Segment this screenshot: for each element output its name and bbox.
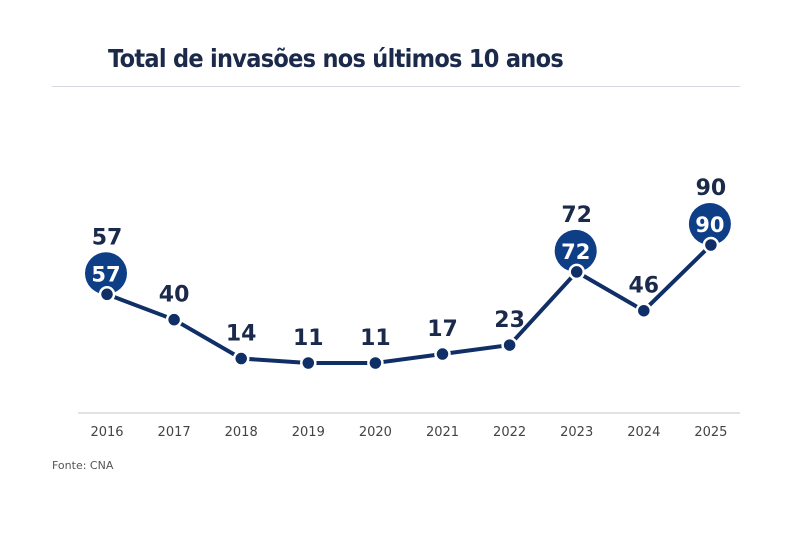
data-point <box>300 354 317 372</box>
x-tick-label: 2018 <box>225 425 258 440</box>
data-label: 57 <box>92 225 123 250</box>
data-label: 72 <box>561 203 592 228</box>
data-label: 14 <box>226 322 257 347</box>
highlight-bubble <box>688 203 731 245</box>
data-point <box>568 263 585 281</box>
x-tick-label: 2016 <box>90 425 123 440</box>
x-tick-label: 2023 <box>560 425 593 440</box>
data-label: 90 <box>696 176 727 201</box>
highlight-bubble-label: 72 <box>561 240 590 264</box>
highlight-bubble-label: 57 <box>91 262 120 286</box>
x-tick-label: 2019 <box>292 425 325 440</box>
data-point <box>501 336 518 354</box>
x-tick-label: 2022 <box>493 425 526 440</box>
source-note: Fonte: CNA <box>52 459 114 472</box>
data-point <box>98 286 116 303</box>
data-label: 11 <box>293 326 324 351</box>
chart-title: Total de invasões nos últimos 10 anos <box>108 44 564 73</box>
data-point <box>635 302 653 319</box>
data-point <box>232 350 250 367</box>
highlight-bubble <box>554 229 597 272</box>
data-point <box>702 236 720 254</box>
series-line <box>106 243 713 365</box>
data-label: 46 <box>628 274 659 299</box>
x-tick-label: 2025 <box>694 425 727 440</box>
x-tick-label: 2020 <box>359 425 392 440</box>
data-label: 40 <box>159 283 190 308</box>
highlight-bubble-label: 90 <box>695 213 724 237</box>
x-tick-label: 2021 <box>426 425 459 440</box>
title-divider <box>52 86 740 87</box>
data-label: 11 <box>360 326 391 351</box>
x-tick-label: 2024 <box>627 425 660 440</box>
highlight-bubble <box>85 252 127 295</box>
x-tick-label: 2017 <box>158 425 191 440</box>
data-point <box>165 311 183 328</box>
data-point <box>367 354 384 372</box>
data-label: 17 <box>427 317 458 342</box>
data-label: 23 <box>494 308 525 333</box>
data-point <box>434 345 451 363</box>
